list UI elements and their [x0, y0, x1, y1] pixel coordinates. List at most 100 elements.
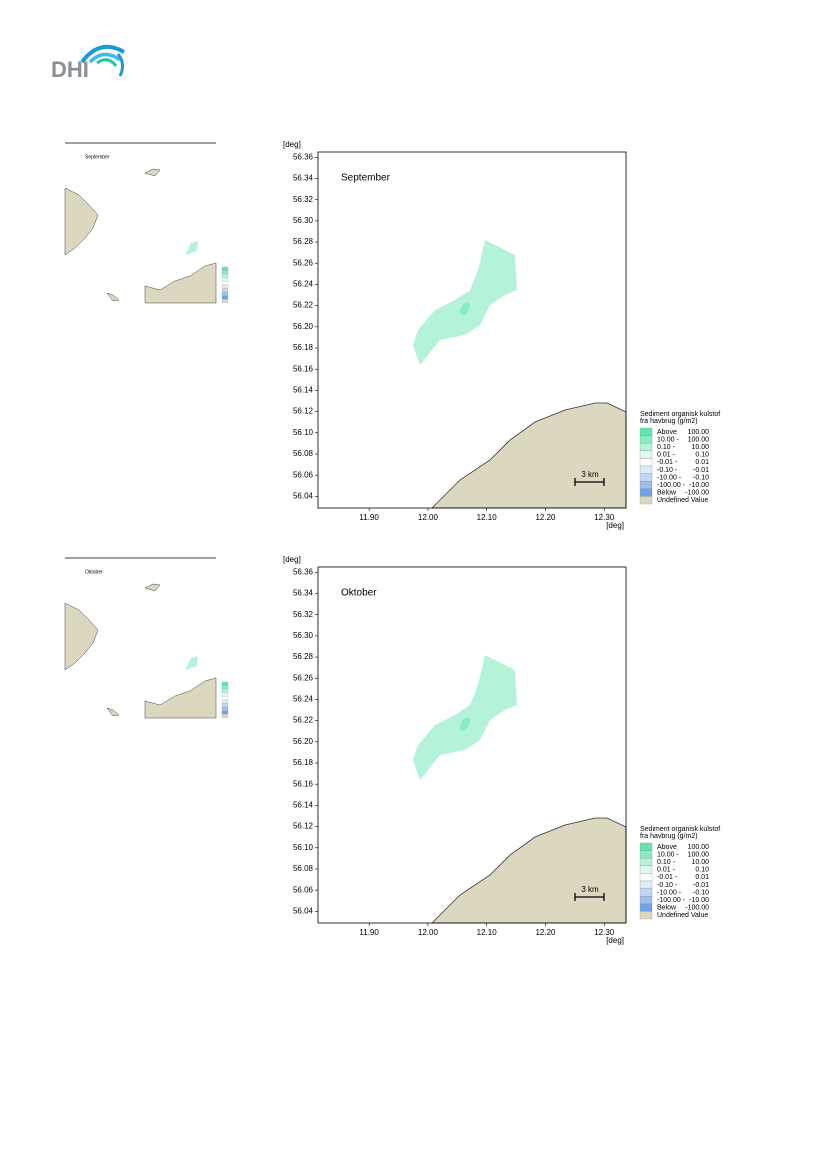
overview-legend-swatch: [221, 707, 229, 711]
x-tick-label: 11.90: [359, 928, 379, 937]
plume-core: [460, 717, 470, 731]
legend-label: 0.01 -: [657, 867, 676, 874]
legend-value: -0.01: [693, 467, 709, 474]
overview-legend-swatch: [221, 703, 229, 708]
legend-value: 0.01: [695, 874, 709, 881]
legend-label: -0.10 -: [657, 467, 678, 474]
legend-value: -0.10: [693, 474, 709, 481]
overview-legend-swatch: [221, 299, 229, 303]
y-tick-label: 56.14: [293, 386, 314, 395]
overview-legend-swatch: [221, 277, 229, 282]
scale-bar: 3 km: [574, 470, 605, 486]
legend-swatch: [639, 488, 653, 497]
y-tick-label: 56.08: [293, 449, 314, 458]
legend-value: 0.10: [695, 867, 709, 874]
y-tick-label: 56.30: [293, 216, 314, 225]
overview-land: [144, 168, 161, 177]
y-tick-label: 56.06: [293, 470, 314, 479]
legend-label: -0.10 -: [657, 882, 678, 889]
legend-label: -10.00 -: [657, 889, 682, 896]
overview-legend-swatch: [221, 288, 229, 293]
map-title: Oktober: [341, 588, 377, 599]
x-tick-label: 12.30: [594, 928, 615, 937]
legend-swatch: [639, 911, 653, 920]
legend-value: 100.00: [688, 429, 710, 436]
x-tick-label: 12.20: [535, 513, 556, 522]
overview-title: Oktober: [85, 569, 103, 575]
y-tick-label: 56.24: [293, 695, 314, 704]
overview-land: [144, 583, 161, 592]
overview-title: September: [85, 154, 110, 160]
logo: DHI: [51, 44, 126, 82]
overview-legend-swatch: [221, 699, 229, 704]
legend-label: -100.00 -: [657, 482, 686, 489]
legend-swatch: [639, 842, 653, 851]
legend-label: -10.00 -: [657, 474, 682, 481]
x-axis-unit: [deg]: [606, 521, 624, 530]
y-axis-unit: [deg]: [283, 140, 301, 149]
overview-plume: [185, 656, 198, 670]
y-tick-label: 56.26: [293, 673, 314, 682]
legend-swatch: [639, 873, 653, 882]
legend-swatch: [639, 850, 653, 859]
overview-land: [64, 602, 99, 671]
y-tick-label: 56.34: [293, 589, 314, 598]
legend-swatch: [639, 435, 653, 444]
legend-value: -0.01: [693, 882, 709, 889]
legend-value: -10.00: [689, 897, 709, 904]
legend-value: -100.00: [685, 490, 709, 497]
legend-title: Sediment organisk kulstof: [640, 411, 720, 418]
overview-legend-swatch: [221, 281, 229, 285]
scale-bar-line: [574, 893, 605, 901]
overview-legend-swatch: [221, 681, 229, 686]
overview-legend-swatch: [221, 685, 229, 690]
legend-value: -100.00: [685, 905, 709, 912]
legend-swatch: [639, 903, 653, 912]
y-tick-label: 56.04: [293, 906, 314, 915]
overview-legend-swatch: [221, 689, 229, 693]
y-tick-label: 56.20: [293, 737, 314, 746]
y-tick-label: 56.30: [293, 631, 314, 640]
legend-value: 0.10: [695, 452, 709, 459]
legend-title: fra havbrug (g/m2): [640, 418, 698, 425]
legend-label: Below: [657, 905, 677, 912]
y-tick-label: 56.36: [293, 567, 314, 576]
map-frame: [317, 151, 627, 509]
y-tick-label: 56.10: [293, 428, 314, 437]
plume: [413, 240, 517, 365]
scale-bar-label: 3 km: [581, 885, 599, 894]
legend-label: 0.10 -: [657, 444, 676, 451]
legend-value: -0.10: [693, 889, 709, 896]
overview-land: [106, 707, 120, 717]
legend-label: Above: [657, 844, 677, 851]
legend-label: Above: [657, 429, 677, 436]
overview-legend-swatch: [221, 270, 229, 275]
legend-label: Undefined Value: [657, 497, 708, 504]
overview-land: [64, 187, 99, 256]
map: Oktober [deg] [deg] 56.04 56.06 56.08 56.10 56.…: [283, 555, 627, 945]
y-tick-label: 56.06: [293, 885, 314, 894]
x-tick-label: 12.10: [477, 513, 498, 522]
x-tick-label: 12.00: [418, 928, 439, 937]
plume-core: [460, 302, 470, 316]
legend-swatch: [639, 858, 653, 866]
legend-swatch: [639, 458, 653, 467]
y-tick-label: 56.12: [293, 407, 314, 416]
scale-bar-line: [574, 478, 605, 486]
legend-label: 10.00 -: [657, 436, 679, 443]
y-tick-label: 56.22: [293, 716, 314, 725]
legend-title: fra havbrug (g/m2): [640, 833, 698, 840]
y-tick-label: 56.04: [293, 491, 314, 500]
y-axis-unit: [deg]: [283, 555, 301, 564]
y-tick-label: 56.10: [293, 843, 314, 852]
legend-value: 10.00: [691, 859, 709, 866]
overview-plume: [185, 241, 198, 255]
legend-swatch: [639, 450, 653, 459]
logo-text: DHI: [51, 57, 89, 82]
y-tick-label: 56.36: [293, 152, 314, 161]
legend-value: -10.00: [689, 482, 709, 489]
legend-swatch: [639, 443, 653, 451]
y-tick-label: 56.20: [293, 322, 314, 331]
